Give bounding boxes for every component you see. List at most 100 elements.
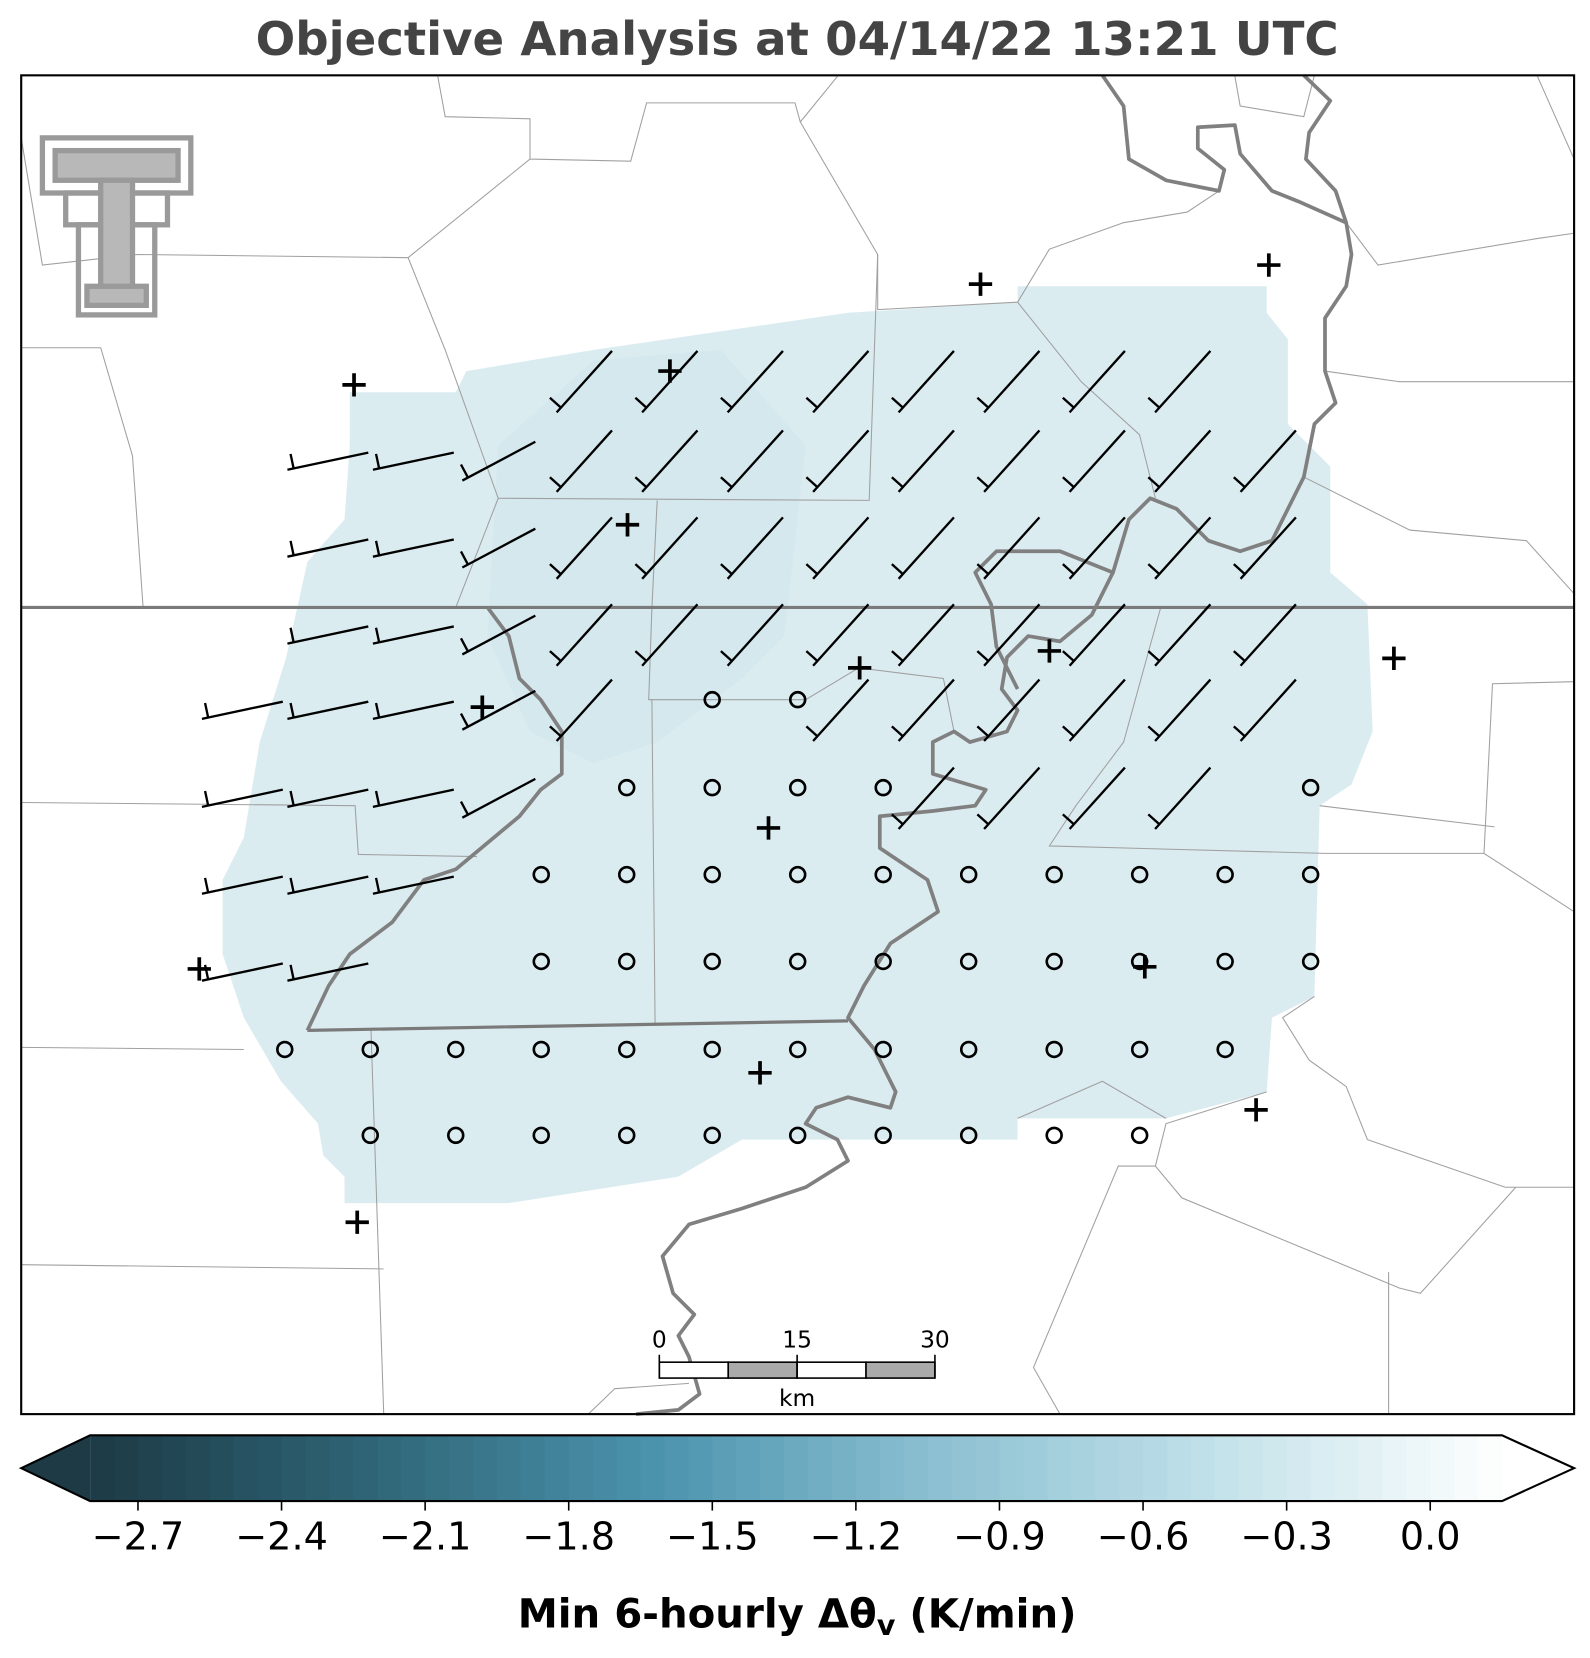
wind-barb	[372, 700, 455, 721]
station-marker	[1133, 955, 1157, 979]
wind-barb	[641, 516, 699, 580]
wind-barb	[201, 700, 284, 721]
colorbar-tick-label: −1.8	[522, 1515, 615, 1559]
wind-barb	[1154, 678, 1212, 742]
barb-tick	[891, 396, 904, 409]
barb-tick	[1233, 476, 1246, 489]
barb-tick	[289, 964, 295, 980]
wind-barb	[812, 350, 870, 414]
barb-tick	[459, 550, 469, 566]
wind-barb	[461, 689, 536, 731]
barb-tick	[289, 627, 295, 643]
calm-station	[1130, 952, 1149, 971]
wind-barb	[897, 603, 955, 667]
wind-barb	[726, 603, 784, 667]
colorbar-tick-label: −0.6	[1097, 1515, 1190, 1559]
colorbar-tick-label: −2.7	[92, 1515, 185, 1559]
calm-station	[532, 865, 550, 884]
calm-station	[617, 1040, 636, 1059]
calm-station	[874, 1040, 892, 1059]
barb-tick	[289, 540, 295, 556]
chart-title: Objective Analysis at 04/14/22 13:21 UTC	[256, 12, 1339, 66]
stations	[187, 253, 1406, 1234]
colorbar-level	[664, 1435, 689, 1502]
colorbar-level	[975, 1435, 1001, 1502]
colorbar-level	[879, 1435, 905, 1502]
scale-unit: km	[779, 1385, 815, 1412]
wind-barb	[461, 777, 536, 819]
colorbar-tick-label: −0.3	[1240, 1515, 1333, 1559]
calm-station	[703, 952, 721, 971]
colorbar-tick-label: −1.2	[810, 1515, 903, 1559]
colorbar-level	[1214, 1435, 1240, 1502]
wind-barb	[461, 527, 536, 569]
wind-barb	[555, 350, 613, 414]
calm-station	[959, 1040, 978, 1059]
wind-barb	[1154, 603, 1212, 667]
colorbar-level	[377, 1435, 402, 1502]
calm-station	[361, 1040, 380, 1059]
scale-segment	[658, 1361, 730, 1379]
barb-tick	[891, 650, 904, 662]
colorbar-level	[305, 1435, 330, 1502]
wind-barb	[555, 603, 613, 667]
wind-barb	[201, 788, 284, 808]
colorbar-level	[1190, 1435, 1216, 1502]
station-marker	[658, 359, 682, 383]
wind-barb	[1239, 429, 1297, 493]
map: km 0 15 30	[20, 74, 1576, 1416]
colorbar-label: Min 6-hourly Δθv (K/min)	[518, 1592, 1077, 1643]
station-marker	[345, 1210, 369, 1234]
colorbar-level	[568, 1435, 594, 1502]
calm-station	[1045, 1126, 1063, 1145]
colorbar-level	[1310, 1435, 1336, 1502]
colorbar-level	[353, 1435, 378, 1502]
barb-tick	[1147, 476, 1161, 489]
colorbar-tick-label: −2.4	[235, 1515, 328, 1559]
wind-barb	[287, 700, 369, 721]
calm-station	[703, 865, 721, 884]
colorbar-level	[137, 1435, 163, 1502]
wind-barb	[641, 429, 699, 493]
scale-tick-label: 15	[782, 1326, 812, 1353]
colorbar-level	[185, 1435, 211, 1502]
map-frame	[20, 74, 1576, 1416]
barb-tick	[976, 476, 990, 489]
label-suffix: (K/min)	[895, 1592, 1076, 1638]
barb-tick	[891, 725, 904, 738]
barb-tick	[549, 563, 562, 575]
wind-barb	[555, 678, 613, 742]
station-marker	[748, 1061, 772, 1085]
colorbar-level	[520, 1435, 546, 1502]
wind-barb	[983, 766, 1041, 830]
barb-tick	[976, 650, 990, 662]
wind-barb	[812, 603, 870, 667]
colorbar-level	[1478, 1435, 1503, 1502]
barb-tick	[805, 396, 819, 409]
colorbar-level	[1454, 1435, 1479, 1502]
station-marker	[470, 695, 494, 719]
colorbar-level	[1071, 1435, 1096, 1502]
wind-barb	[897, 350, 955, 414]
wind-barb	[287, 625, 369, 645]
barb-tick	[203, 877, 210, 893]
wind-barb	[1068, 429, 1126, 493]
colorbar-level	[1358, 1435, 1383, 1502]
calm-station	[874, 865, 892, 884]
barb-tick	[549, 725, 562, 738]
wind-barb	[641, 603, 699, 667]
colorbar-level	[544, 1435, 570, 1502]
barb-tick	[374, 540, 381, 556]
wind-barb	[201, 962, 284, 982]
barb-tick	[374, 877, 381, 893]
calm-station	[788, 690, 807, 709]
calm-station	[874, 952, 892, 971]
barb-tick	[374, 453, 381, 469]
colorbar-level	[401, 1435, 426, 1502]
colorbar-level	[1119, 1435, 1144, 1502]
wind-barb	[1068, 350, 1126, 414]
calm-station	[1216, 865, 1234, 884]
wind-barb	[812, 678, 870, 742]
colorbar-level	[592, 1435, 618, 1502]
colorbar-extend-high	[1502, 1435, 1575, 1502]
